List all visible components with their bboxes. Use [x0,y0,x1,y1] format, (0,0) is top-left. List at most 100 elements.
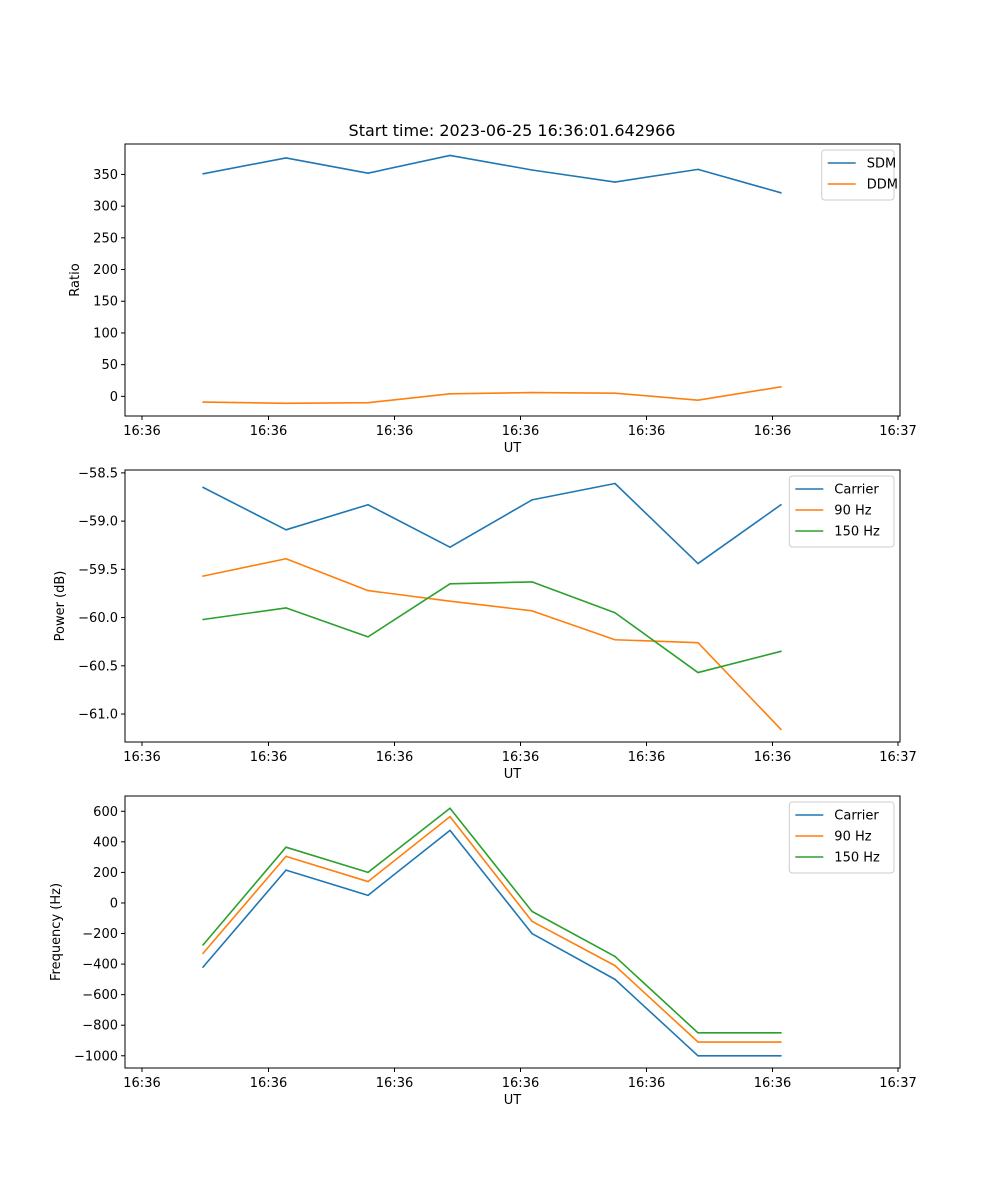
legend-box [788,801,895,874]
data-point [531,391,533,394]
legend-label: 150 Hz [834,851,880,866]
data-point [614,638,616,641]
data-point [202,952,204,955]
y-tick-label: 350 [93,168,118,183]
data-point [614,392,616,394]
x-tick-label: 16:36 [123,1076,160,1091]
y-tick-label: −59.0 [78,515,118,530]
series-line-ddm [202,386,782,405]
data-point [697,562,699,565]
data-point [614,978,616,981]
series-line-carrier [202,482,782,565]
data-point [202,486,204,489]
panels: 16:36 16:36 16:36 16:36 16:36 16:36 16:37 0 50 10… [49,143,917,1108]
data-point [780,503,782,506]
x-axis-label: UT [504,441,522,456]
legend-label: SDM [867,157,896,172]
data-point [285,157,287,159]
data-point [531,920,533,923]
data-point [449,546,451,548]
data-point [780,650,782,653]
data-point [449,600,451,602]
data-point [367,503,369,506]
x-tick-label: 16:36 [376,424,413,439]
series-line-sdm [202,154,782,194]
data-point [780,1032,782,1034]
data-point [780,1041,782,1043]
plot-frame [124,469,901,743]
y-tick-label: −60.0 [78,611,118,626]
data-point [285,557,287,560]
x-tick-label: 16:36 [628,424,665,439]
data-point [202,575,204,577]
data-point [531,581,533,583]
data-point [531,169,533,171]
series-line-90-hz [202,557,782,731]
y-tick-label: 150 [93,295,118,310]
x-tick-label: 16:36 [502,1076,539,1091]
data-point [614,482,616,485]
y-tick-label: 50 [101,358,118,373]
data-point [531,499,533,501]
y-tick-label: −400 [82,958,118,973]
x-tick-label: 16:37 [879,1076,916,1091]
y-tick-label: −1000 [74,1049,118,1064]
data-point [202,618,204,621]
y-tick-label: −200 [82,927,118,942]
data-point [780,192,782,194]
data-point [285,869,287,871]
y-tick-label: −60.5 [78,659,118,674]
data-point [697,1054,699,1057]
data-point [614,964,616,967]
legend-label: Carrier [834,483,879,498]
data-point [285,846,287,848]
plot-frame [124,143,901,417]
data-point [202,966,204,968]
y-tick-label: −58.5 [78,466,118,481]
y-axis-label: Frequency (Hz) [49,883,64,981]
data-point [367,880,369,883]
y-tick-label: 0 [110,896,118,911]
data-point [449,815,451,818]
y-tick-label: 200 [93,866,118,881]
data-point [697,1032,699,1034]
x-tick-label: 16:36 [250,750,287,765]
data-point [780,728,782,731]
data-point [202,944,204,946]
x-tick-label: 16:36 [628,750,665,765]
data-point [697,1041,699,1043]
x-tick-label: 16:36 [376,750,413,765]
legend-label: 150 Hz [834,525,880,540]
data-point [449,829,451,832]
chart-panel-1: 16:36 16:36 16:36 16:36 16:36 16:36 16:37 0 50 10… [68,143,917,456]
chart-title: Start time: 2023-06-25 16:36:01.642966 [349,121,676,140]
x-tick-label: 16:36 [754,1076,791,1091]
chart-panel-3: 16:36 16:36 16:36 16:36 16:36 16:36 16:37 600 40… [49,795,917,1108]
series-line-carrier [202,829,781,1057]
data-point [449,807,451,810]
series-line-150-hz [202,807,781,1034]
x-tick-label: 16:36 [502,750,539,765]
x-tick-label: 16:36 [754,424,791,439]
x-tick-label: 16:36 [123,424,160,439]
x-tick-label: 16:36 [628,1076,665,1091]
data-point [285,402,287,405]
data-point [697,671,699,674]
x-tick-label: 16:37 [879,750,916,765]
y-tick-label: −59.5 [78,563,118,578]
data-point [614,955,616,958]
data-point [202,173,204,175]
y-tick-label: 200 [93,263,118,278]
y-tick-label: −600 [82,988,118,1003]
y-tick-label: 250 [93,231,118,246]
x-tick-label: 16:36 [250,1076,287,1091]
y-tick-label: 400 [93,835,118,850]
y-tick-label: 100 [93,326,118,341]
data-point [367,894,369,897]
data-point [285,855,287,858]
x-axis-label: UT [504,1093,522,1108]
plot-frame [124,795,901,1069]
data-point [531,932,533,935]
data-point [697,168,699,171]
